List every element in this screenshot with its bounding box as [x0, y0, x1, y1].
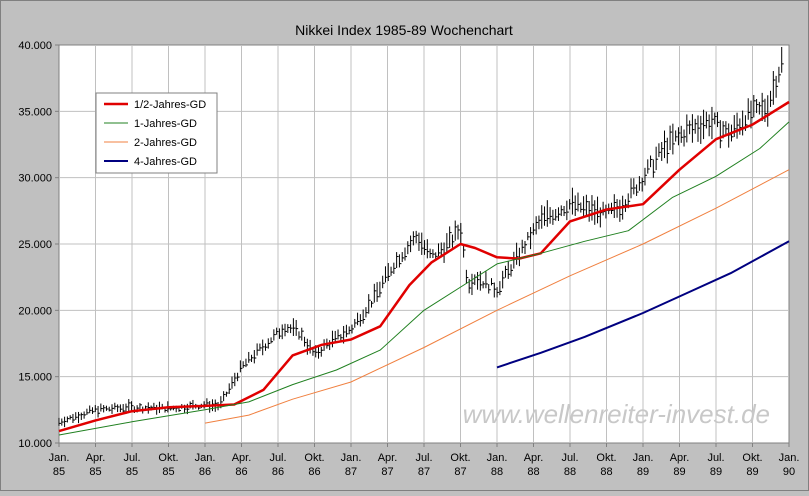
- x-tick-month: Jan.: [487, 452, 508, 464]
- x-tick-month: Okt.: [450, 452, 470, 464]
- y-tick-label: 10.000: [18, 438, 52, 450]
- x-tick-month: Jan.: [195, 452, 216, 464]
- x-tick-month: Jul.: [123, 452, 140, 464]
- y-axis-ticks: 10.000 15.000 20.000 25.000 30.000 35.000 40.0…: [18, 40, 59, 450]
- legend-label: 1/2-Jahres-GD: [134, 99, 206, 111]
- y-tick-label: 30.000: [18, 173, 52, 185]
- legend-label: 2-Jahres-GD: [134, 137, 197, 149]
- x-tick-month: Okt.: [158, 452, 178, 464]
- x-tick-year: 89: [637, 466, 649, 478]
- x-tick-year: 89: [673, 466, 685, 478]
- x-tick-year: 85: [89, 466, 101, 478]
- x-tick-year: 86: [235, 466, 247, 478]
- x-tick-year: 89: [710, 466, 722, 478]
- x-tick-month: Jul.: [415, 452, 432, 464]
- x-tick-year: 86: [308, 466, 320, 478]
- series-line-2: [58, 121, 790, 436]
- x-tick-year: 88: [600, 466, 612, 478]
- watermark: www.wellenreiter-invest.de: [463, 399, 770, 429]
- y-tick-label: 35.000: [18, 106, 52, 118]
- x-tick-year: 88: [527, 466, 539, 478]
- x-tick-year: 88: [564, 466, 576, 478]
- x-tick-month: Jul.: [707, 452, 724, 464]
- x-tick-year: 87: [345, 466, 357, 478]
- x-tick-month: Jan.: [341, 452, 362, 464]
- legend-label: 4-Jahres-GD: [134, 156, 197, 168]
- x-tick-year: 87: [418, 466, 430, 478]
- x-tick-month: Apr.: [524, 452, 544, 464]
- x-tick-year: 85: [126, 466, 138, 478]
- x-tick-month: Jan.: [49, 452, 70, 464]
- y-tick-label: 15.000: [18, 372, 52, 384]
- y-tick-label: 20.000: [18, 305, 52, 317]
- x-tick-year: 85: [162, 466, 174, 478]
- x-tick-year: 86: [272, 466, 284, 478]
- series-line-4: [496, 240, 790, 369]
- x-tick-year: 87: [381, 466, 393, 478]
- x-tick-month: Jan.: [633, 452, 654, 464]
- price-bars: [58, 46, 784, 428]
- x-tick-month: Apr.: [670, 452, 690, 464]
- x-axis-ticks: Jan. 85 Apr. 85 Jul. 85 Okt. 85 Jan. 86 Apr. 86 Jul.…: [49, 443, 800, 478]
- x-tick-month: Jul.: [561, 452, 578, 464]
- y-tick-label: 40.000: [18, 40, 52, 52]
- x-tick-year: 90: [783, 466, 795, 478]
- x-tick-month: Apr.: [232, 452, 252, 464]
- x-tick-month: Okt.: [304, 452, 324, 464]
- x-tick-month: Apr.: [86, 452, 106, 464]
- legend-label: 1-Jahres-GD: [134, 118, 197, 130]
- x-tick-month: Jan.: [779, 452, 800, 464]
- series-lines: [58, 46, 790, 436]
- x-tick-year: 89: [746, 466, 758, 478]
- series-line-1: [58, 100, 790, 433]
- series-line-3: [204, 169, 790, 424]
- x-tick-month: Okt.: [742, 452, 762, 464]
- x-tick-year: 85: [53, 466, 65, 478]
- legend-box: [95, 92, 218, 174]
- x-tick-year: 87: [454, 466, 466, 478]
- x-tick-month: Apr.: [378, 452, 398, 464]
- legend: 1/2-Jahres-GD 1-Jahres-GD 2-Jahres-GD 4-Jah…: [95, 92, 218, 174]
- chart-title: Nikkei Index 1985-89 Wochenchart: [295, 22, 513, 38]
- y-tick-label: 25.000: [18, 239, 52, 251]
- x-tick-year: 88: [491, 466, 503, 478]
- x-tick-month: Okt.: [596, 452, 616, 464]
- x-tick-year: 86: [199, 466, 211, 478]
- x-tick-month: Jul.: [269, 452, 286, 464]
